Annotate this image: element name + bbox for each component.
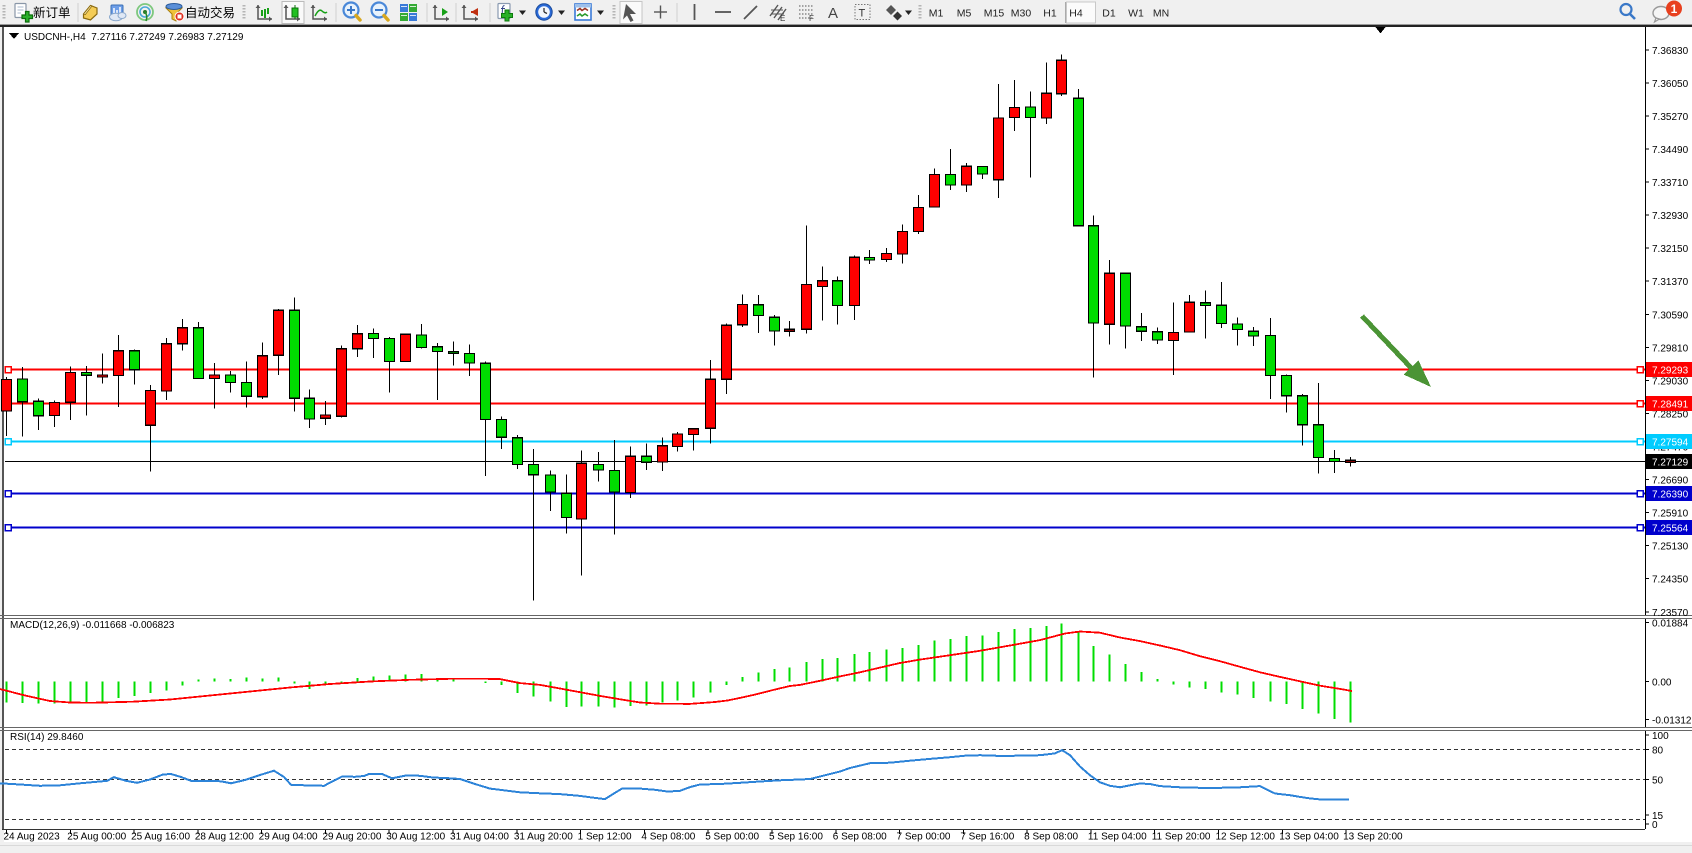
svg-text:1 Sep 12:00: 1 Sep 12:00 (578, 832, 632, 843)
svg-text:F: F (809, 14, 814, 23)
svg-text:7.28250: 7.28250 (1652, 409, 1689, 420)
svg-text:7 Sep 00:00: 7 Sep 00:00 (897, 832, 951, 843)
svg-text:7.23570: 7.23570 (1652, 608, 1689, 619)
svg-text:7.30590: 7.30590 (1652, 310, 1689, 321)
svg-text:100: 100 (1652, 731, 1669, 742)
svg-text:28 Aug 12:00: 28 Aug 12:00 (195, 832, 254, 843)
svg-text:29 Aug 20:00: 29 Aug 20:00 (322, 832, 381, 843)
svg-text:5 Sep 00:00: 5 Sep 00:00 (705, 832, 759, 843)
svg-text:31 Aug 04:00: 31 Aug 04:00 (450, 832, 509, 843)
svg-text:7.34490: 7.34490 (1652, 145, 1689, 156)
svg-text:0.00: 0.00 (1652, 678, 1672, 689)
svg-text:7.29293: 7.29293 (1652, 366, 1689, 377)
svg-text:11 Sep 04:00: 11 Sep 04:00 (1088, 832, 1147, 843)
svg-text:RSI(14) 29.8460: RSI(14) 29.8460 (10, 732, 84, 743)
svg-text:M30: M30 (1011, 8, 1032, 20)
svg-text:31 Aug 20:00: 31 Aug 20:00 (514, 832, 573, 843)
svg-text:15: 15 (1652, 811, 1664, 822)
svg-text:E: E (780, 14, 785, 23)
svg-text:7.28491: 7.28491 (1652, 400, 1689, 411)
svg-text:13 Sep 04:00: 13 Sep 04:00 (1279, 832, 1339, 843)
svg-text:80: 80 (1652, 746, 1664, 757)
svg-text:7.24350: 7.24350 (1652, 575, 1689, 586)
svg-text:USDCNH-,H4 7.27116 7.27249 7.: USDCNH-,H4 7.27116 7.27249 7.26983 7.271… (24, 32, 244, 43)
svg-text:新订单: 新订单 (33, 5, 71, 20)
svg-text:7.26390: 7.26390 (1652, 490, 1689, 501)
svg-text:D1: D1 (1102, 8, 1116, 20)
svg-text:7.26690: 7.26690 (1652, 476, 1689, 487)
svg-text:7.32150: 7.32150 (1652, 244, 1689, 255)
svg-text:30 Aug 12:00: 30 Aug 12:00 (386, 832, 445, 843)
svg-text:M1: M1 (929, 8, 944, 20)
svg-text:4 Sep 08:00: 4 Sep 08:00 (641, 832, 695, 843)
svg-text:7.32930: 7.32930 (1652, 211, 1689, 222)
svg-text:自动交易: 自动交易 (185, 5, 235, 20)
svg-text:25 Aug 16:00: 25 Aug 16:00 (131, 832, 190, 843)
svg-text:0.01884: 0.01884 (1652, 619, 1689, 630)
svg-text:29 Aug 04:00: 29 Aug 04:00 (259, 832, 318, 843)
svg-text:H4: H4 (1069, 8, 1083, 20)
svg-text:13 Sep 20:00: 13 Sep 20:00 (1343, 832, 1403, 843)
svg-text:24 Aug 2023: 24 Aug 2023 (4, 832, 61, 843)
svg-text:MACD(12,26,9) -0.011668 -0.006: MACD(12,26,9) -0.011668 -0.006823 (10, 620, 175, 631)
svg-text:H1: H1 (1043, 8, 1057, 20)
svg-text:7.36830: 7.36830 (1652, 46, 1689, 57)
svg-text:7.33710: 7.33710 (1652, 178, 1689, 189)
svg-text:7.36050: 7.36050 (1652, 79, 1689, 90)
svg-text:7.25130: 7.25130 (1652, 542, 1689, 553)
svg-text:12 Sep 12:00: 12 Sep 12:00 (1216, 832, 1276, 843)
svg-text:0: 0 (1652, 820, 1658, 831)
svg-text:50: 50 (1652, 776, 1664, 787)
svg-text:MN: MN (1153, 8, 1169, 20)
svg-text:5 Sep 16:00: 5 Sep 16:00 (769, 832, 823, 843)
svg-text:11 Sep 20:00: 11 Sep 20:00 (1152, 832, 1211, 843)
svg-text:M5: M5 (957, 8, 972, 20)
svg-text:-0.01312: -0.01312 (1652, 715, 1692, 726)
svg-text:W1: W1 (1128, 8, 1144, 20)
svg-text:M15: M15 (984, 8, 1005, 20)
svg-text:7.27594: 7.27594 (1652, 438, 1689, 449)
svg-text:7.29810: 7.29810 (1652, 343, 1689, 354)
svg-text:7.31370: 7.31370 (1652, 277, 1689, 288)
svg-text:T: T (859, 8, 866, 20)
svg-text:8 Sep 08:00: 8 Sep 08:00 (1024, 832, 1078, 843)
svg-text:A: A (828, 5, 838, 22)
svg-text:7.29030: 7.29030 (1652, 376, 1689, 387)
svg-text:7.25910: 7.25910 (1652, 509, 1689, 520)
svg-text:6 Sep 08:00: 6 Sep 08:00 (833, 832, 887, 843)
svg-text:1: 1 (1671, 2, 1678, 16)
svg-text:7.25564: 7.25564 (1652, 524, 1689, 535)
svg-text:7.35270: 7.35270 (1652, 112, 1689, 123)
svg-text:7 Sep 16:00: 7 Sep 16:00 (960, 832, 1014, 843)
svg-text:7.27129: 7.27129 (1652, 458, 1689, 469)
svg-text:25 Aug 00:00: 25 Aug 00:00 (67, 832, 126, 843)
